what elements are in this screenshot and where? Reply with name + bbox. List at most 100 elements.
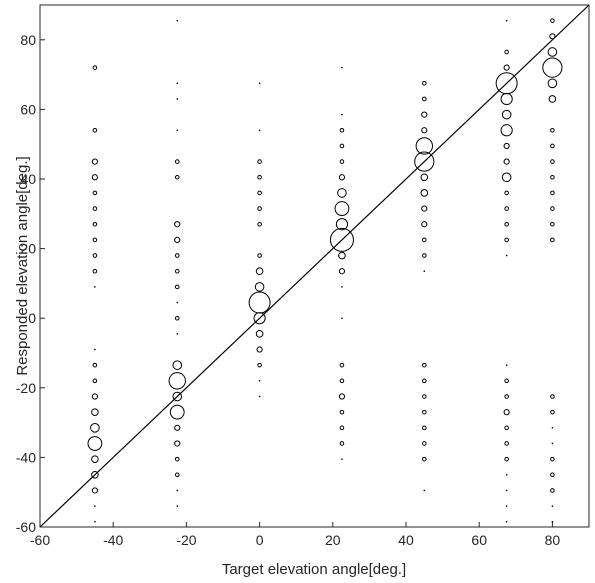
bubble-point <box>94 520 96 523</box>
bubble-point <box>338 393 346 400</box>
bubble-point <box>551 520 554 523</box>
bubble-point <box>174 315 180 321</box>
bubble-point <box>551 505 554 507</box>
bubble-point <box>174 456 180 462</box>
bubble-point <box>174 472 180 478</box>
bubble-point <box>92 190 98 196</box>
bubble-point <box>257 190 262 196</box>
bubble-point <box>505 364 508 367</box>
bubble-point <box>92 127 98 133</box>
bubble-point <box>550 237 555 243</box>
bubble-point <box>176 505 179 507</box>
bubble-point <box>174 236 181 243</box>
bubble-point <box>505 505 508 507</box>
bubble-series <box>87 18 563 523</box>
bubble-point <box>257 253 262 258</box>
bubble-point <box>422 378 427 384</box>
bubble-point <box>335 218 349 231</box>
bubble-point <box>94 348 96 351</box>
bubble-point <box>94 505 96 507</box>
bubble-point <box>91 455 99 463</box>
x-tick-label: -40 <box>103 532 123 548</box>
bubble-point <box>257 206 262 211</box>
y-axis-label: Responded elevation angle[deg.] <box>14 156 31 375</box>
bubble-point <box>550 143 555 149</box>
bubble-point <box>334 201 350 216</box>
bubble-point <box>91 158 99 165</box>
bubble-point <box>504 441 509 446</box>
bubble-point <box>422 441 427 446</box>
bubble-point <box>504 456 509 462</box>
bubble-point <box>550 159 555 164</box>
bubble-point <box>174 424 181 431</box>
bubble-point <box>501 109 512 120</box>
bubble-point <box>339 425 345 431</box>
bubble-point <box>174 268 180 274</box>
y-tick-label: 60 <box>20 101 36 117</box>
bubble-point <box>422 81 427 86</box>
bubble-point <box>504 237 509 243</box>
bubble-point <box>174 284 180 290</box>
bubble-point <box>176 98 179 100</box>
y-axis: -60 -40 -20 0 20 40 60 80 <box>16 32 45 535</box>
bubble-point <box>92 378 98 384</box>
bubble-point <box>501 172 512 183</box>
bubble-point <box>92 253 98 258</box>
bubble-point <box>92 221 98 227</box>
bubble-point <box>168 372 186 390</box>
bubble-point <box>91 471 99 479</box>
bubble-point <box>176 129 179 132</box>
bubble-point <box>338 251 346 260</box>
y-tick-label: -20 <box>16 380 36 396</box>
bubble-point <box>258 129 261 132</box>
bubble-point <box>422 96 427 102</box>
bubble-point <box>341 458 343 460</box>
x-tick-label: 0 <box>256 532 264 548</box>
bubble-point <box>174 221 181 228</box>
bubble-point <box>505 254 508 257</box>
x-tick-label: -60 <box>30 532 50 548</box>
bubble-point <box>550 394 555 399</box>
bubble-point <box>329 227 354 252</box>
bubble-point <box>422 409 427 415</box>
bubble-point <box>94 286 96 288</box>
bubble-point <box>505 520 508 523</box>
bubble-point <box>92 65 98 70</box>
bubble-point <box>550 206 555 211</box>
bubble-point <box>339 127 345 133</box>
bubble-point <box>422 237 427 243</box>
bubble-point <box>504 190 509 196</box>
bubble-point <box>504 378 509 384</box>
bubble-point <box>257 362 262 368</box>
bubble-point <box>548 95 557 103</box>
bubble-point <box>174 440 181 447</box>
bubble-point <box>174 253 180 258</box>
bubble-point <box>176 301 179 304</box>
bubble-point <box>503 142 510 150</box>
bubble-point <box>255 267 264 276</box>
x-axis-label: Target elevation angle[deg.] <box>222 561 406 578</box>
bubble-point <box>503 409 510 416</box>
bubble-point <box>414 151 435 172</box>
bubble-point <box>547 78 558 89</box>
bubble-point <box>423 489 426 492</box>
bubble-point <box>338 174 346 181</box>
bubble-point <box>257 174 262 180</box>
bubble-point <box>90 423 100 433</box>
bubble-point <box>549 33 556 40</box>
bubble-point <box>174 174 180 180</box>
bubble-point <box>500 92 513 106</box>
bubble-point <box>92 206 98 211</box>
y-tick-label: -40 <box>16 449 36 465</box>
bubble-point <box>339 441 345 446</box>
bubble-point <box>422 362 427 368</box>
bubble-point <box>341 317 343 320</box>
bubble-point <box>550 174 555 180</box>
bubble-point <box>421 127 428 134</box>
bubble-point <box>550 409 555 415</box>
x-tick-label: 40 <box>398 532 414 548</box>
bubble-point <box>176 19 179 22</box>
bubble-point <box>421 221 428 228</box>
bubble-point <box>339 409 345 415</box>
